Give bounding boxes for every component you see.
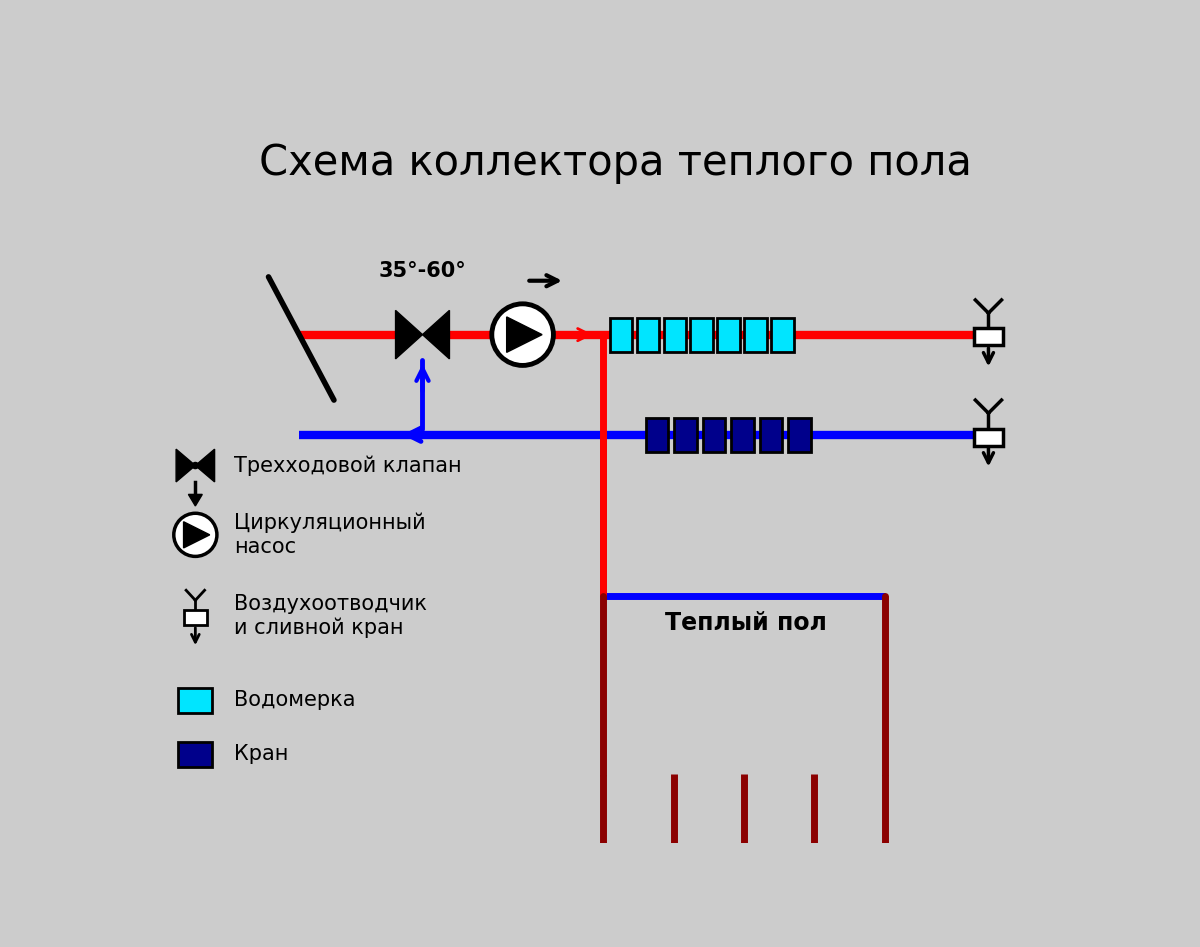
Text: Водомерка: Водомерка — [234, 690, 355, 710]
FancyBboxPatch shape — [744, 317, 767, 351]
Polygon shape — [196, 449, 215, 482]
FancyBboxPatch shape — [179, 688, 212, 713]
FancyBboxPatch shape — [184, 610, 206, 625]
FancyBboxPatch shape — [690, 317, 713, 351]
FancyBboxPatch shape — [664, 317, 686, 351]
FancyBboxPatch shape — [674, 418, 697, 452]
FancyBboxPatch shape — [974, 329, 1003, 346]
Text: Теплый пол: Теплый пол — [665, 612, 827, 635]
Circle shape — [492, 304, 553, 366]
Polygon shape — [184, 522, 210, 548]
Text: Воздухоотводчик
и сливной кран: Воздухоотводчик и сливной кран — [234, 594, 427, 637]
Text: Схема коллектора теплого пола: Схема коллектора теплого пола — [258, 142, 972, 184]
Text: 35°-60°: 35°-60° — [379, 260, 467, 280]
FancyBboxPatch shape — [646, 418, 668, 452]
Polygon shape — [396, 311, 422, 359]
FancyBboxPatch shape — [788, 418, 810, 452]
FancyBboxPatch shape — [703, 418, 725, 452]
FancyBboxPatch shape — [760, 418, 782, 452]
FancyBboxPatch shape — [772, 317, 793, 351]
Text: Циркуляционный
насос: Циркуляционный насос — [234, 513, 426, 557]
Circle shape — [192, 462, 198, 469]
Text: Трехходовой клапан: Трехходовой клапан — [234, 456, 462, 475]
Polygon shape — [176, 449, 196, 482]
Polygon shape — [188, 494, 203, 506]
FancyBboxPatch shape — [731, 418, 754, 452]
FancyBboxPatch shape — [718, 317, 739, 351]
FancyBboxPatch shape — [610, 317, 632, 351]
Text: Кран: Кран — [234, 744, 288, 764]
Polygon shape — [506, 317, 542, 352]
Polygon shape — [422, 311, 450, 359]
FancyBboxPatch shape — [636, 317, 659, 351]
FancyBboxPatch shape — [974, 429, 1003, 445]
FancyBboxPatch shape — [179, 742, 212, 767]
Circle shape — [174, 513, 217, 557]
